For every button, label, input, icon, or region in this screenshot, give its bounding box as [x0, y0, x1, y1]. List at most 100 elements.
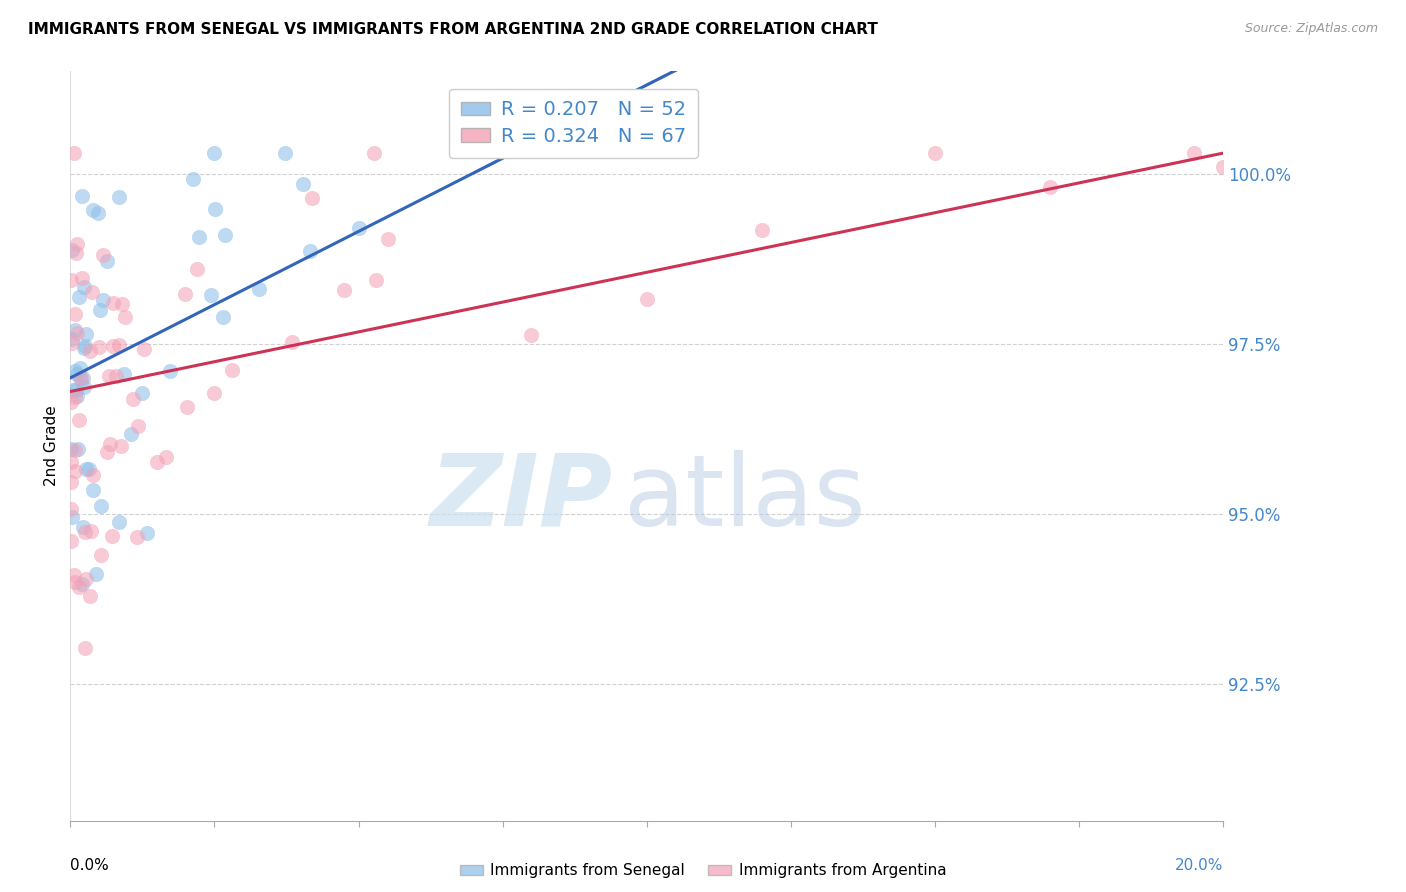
Point — [132, 342, 155, 356]
Point — [75, 572, 97, 586]
Point — [75, 525, 97, 540]
Point — [91, 248, 114, 262]
Text: IMMIGRANTS FROM SENEGAL VS IMMIGRANTS FROM ARGENTINA 2ND GRADE CORRELATION CHART: IMMIGRANTS FROM SENEGAL VS IMMIGRANTS FR… — [28, 22, 877, 37]
Point — [87, 340, 110, 354]
Point — [65, 384, 87, 398]
Point — [63, 307, 86, 321]
Point — [364, 273, 387, 287]
Point — [60, 335, 83, 350]
Point — [60, 533, 83, 548]
Point — [63, 575, 86, 590]
Point — [159, 364, 181, 378]
Point — [120, 427, 142, 442]
Point — [60, 243, 83, 257]
Point — [65, 367, 87, 381]
Point — [66, 389, 89, 403]
Legend: R = 0.207   N = 52, R = 0.324   N = 67: R = 0.207 N = 52, R = 0.324 N = 67 — [449, 88, 699, 158]
Point — [63, 364, 86, 378]
Point — [131, 386, 153, 401]
Point — [63, 390, 86, 404]
Point — [273, 146, 295, 161]
Point — [63, 464, 86, 478]
Point — [66, 326, 89, 340]
Point — [73, 280, 96, 294]
Point — [75, 462, 97, 476]
Point — [84, 566, 107, 581]
Point — [60, 273, 83, 287]
Point — [69, 361, 91, 376]
Point — [96, 253, 118, 268]
Point — [97, 369, 120, 384]
Point — [60, 455, 83, 469]
Point — [63, 567, 86, 582]
Point — [67, 580, 90, 594]
Point — [60, 475, 83, 489]
Point — [202, 146, 225, 161]
Point — [63, 442, 86, 457]
Text: Source: ZipAtlas.com: Source: ZipAtlas.com — [1244, 22, 1378, 36]
Point — [69, 290, 91, 304]
Point — [80, 524, 103, 538]
Point — [82, 468, 104, 483]
Point — [1212, 160, 1234, 174]
Point — [377, 232, 399, 246]
Point — [114, 310, 136, 324]
Point — [72, 371, 94, 385]
Point — [176, 400, 198, 414]
Point — [127, 419, 149, 434]
Text: 20.0%: 20.0% — [1175, 858, 1223, 873]
Point — [107, 338, 129, 352]
Point — [87, 206, 110, 220]
Point — [67, 412, 90, 426]
Point — [100, 529, 122, 543]
Point — [155, 450, 177, 464]
Point — [202, 385, 225, 400]
Point — [65, 245, 87, 260]
Point — [70, 576, 93, 591]
Point — [73, 380, 96, 394]
Point — [63, 323, 86, 337]
Point — [77, 462, 100, 476]
Point — [66, 237, 89, 252]
Point — [1184, 146, 1206, 161]
Point — [72, 520, 94, 534]
Text: atlas: atlas — [624, 450, 865, 547]
Point — [107, 515, 129, 529]
Point — [73, 341, 96, 355]
Point — [90, 499, 112, 513]
Y-axis label: 2nd Grade: 2nd Grade — [44, 406, 59, 486]
Point — [91, 293, 114, 307]
Point — [136, 526, 159, 541]
Point — [112, 367, 135, 381]
Point — [60, 501, 83, 516]
Point — [186, 262, 208, 277]
Point — [96, 445, 118, 459]
Point — [636, 293, 658, 307]
Point — [214, 228, 236, 243]
Point — [60, 509, 83, 524]
Point — [90, 548, 112, 562]
Point — [204, 202, 226, 217]
Point — [107, 190, 129, 204]
Point — [105, 369, 128, 384]
Point — [924, 146, 946, 161]
Text: 0.0%: 0.0% — [70, 858, 110, 873]
Point — [69, 371, 91, 385]
Point — [110, 439, 132, 453]
Point — [60, 394, 83, 409]
Point — [363, 146, 385, 161]
Point — [62, 383, 84, 397]
Point — [349, 221, 371, 235]
Point — [212, 310, 235, 324]
Point — [281, 334, 304, 349]
Point — [75, 326, 97, 341]
Point — [221, 363, 243, 377]
Text: ZIP: ZIP — [429, 450, 612, 547]
Point — [79, 344, 101, 359]
Point — [1039, 179, 1062, 194]
Point — [187, 229, 209, 244]
Point — [82, 483, 104, 497]
Point — [66, 442, 89, 456]
Point — [127, 530, 149, 544]
Legend: Immigrants from Senegal, Immigrants from Argentina: Immigrants from Senegal, Immigrants from… — [454, 857, 952, 884]
